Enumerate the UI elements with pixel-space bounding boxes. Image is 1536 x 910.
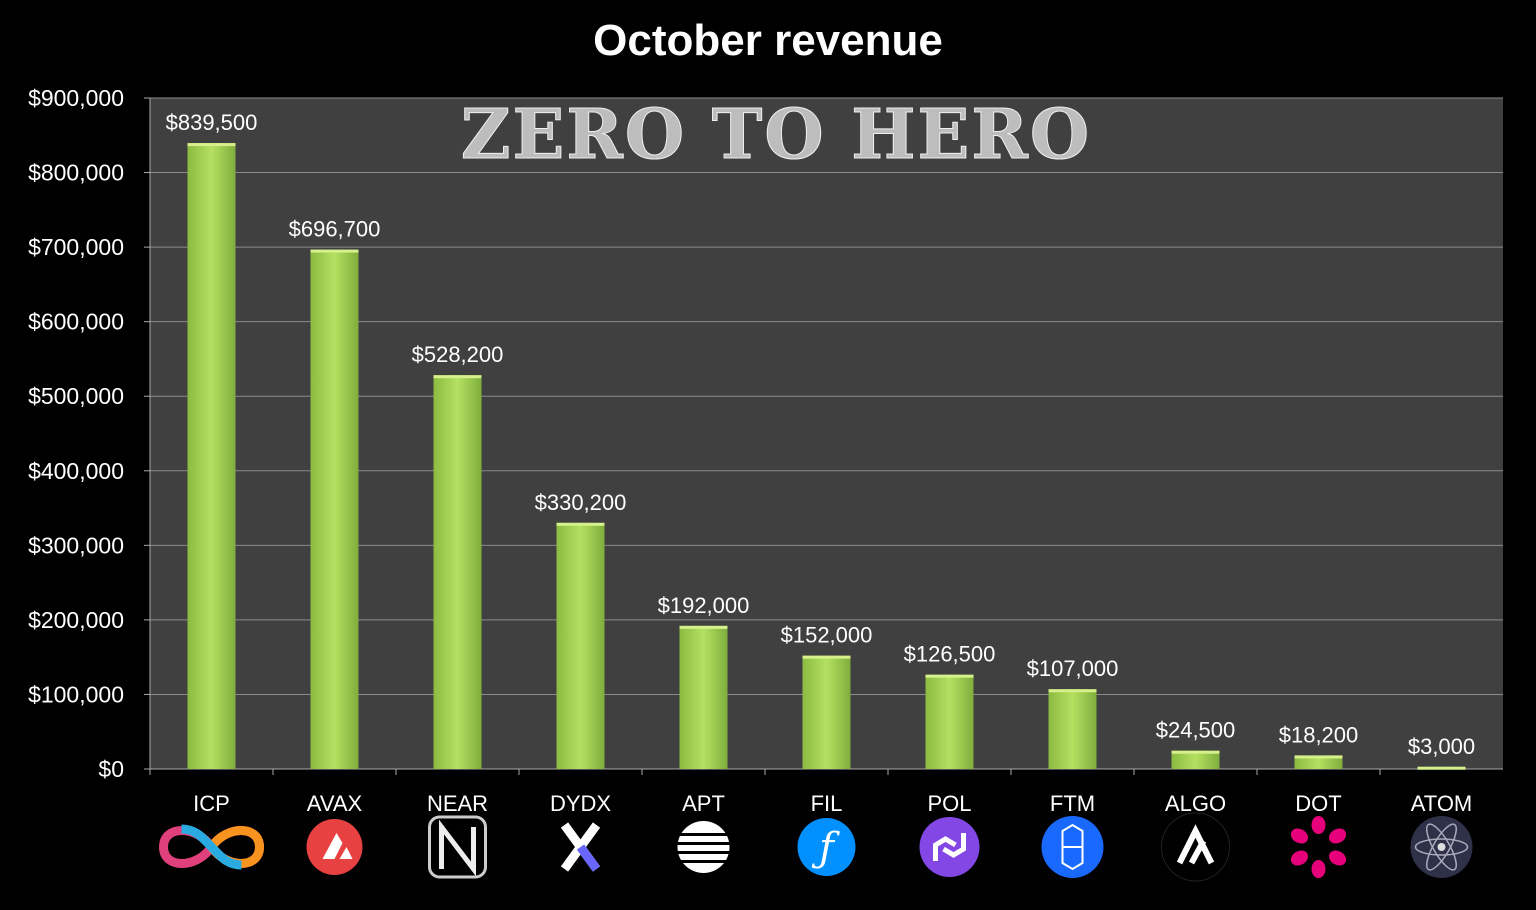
data-label: $330,200: [535, 490, 627, 515]
y-tick-label: $200,000: [28, 607, 124, 633]
bar-top: [1048, 689, 1097, 693]
bar-top: [1171, 750, 1220, 754]
bar-algo: [1171, 750, 1220, 769]
bar-icp: [187, 143, 236, 770]
bar-ftm: [1048, 689, 1097, 769]
icon-shape: [181, 824, 242, 870]
category-label: DOT: [1295, 791, 1341, 816]
bar-top: [1294, 755, 1343, 759]
bar-top: [433, 375, 482, 379]
watermark: ZERO TO HERO: [461, 95, 1091, 175]
icon-shape: [1426, 823, 1457, 871]
algorand-icon: [1161, 812, 1230, 882]
polkadot-icon: [1290, 816, 1347, 878]
data-label: $696,700: [289, 217, 381, 242]
y-tick-label: $400,000: [28, 458, 124, 484]
bar-top: [556, 522, 605, 526]
filecoin-icon: ƒ: [797, 818, 856, 876]
y-tick-label: $0: [98, 756, 124, 782]
data-label: $152,000: [781, 623, 873, 648]
data-label: $126,500: [904, 642, 996, 667]
y-tick-label: $600,000: [28, 309, 124, 335]
icon-shape: [1290, 850, 1308, 866]
bar-apt: [679, 625, 728, 769]
chart-title: October revenue: [593, 16, 943, 65]
bar-near: [433, 375, 482, 769]
bar-top: [679, 625, 728, 629]
y-tick-label: $800,000: [28, 160, 124, 186]
category-label: FIL: [811, 791, 843, 816]
icon-shape: [1329, 828, 1347, 844]
icp-infinity-icon: [158, 824, 265, 870]
icon-shape: [676, 851, 731, 854]
data-label: $18,200: [1279, 722, 1359, 747]
polygon-icon: [919, 817, 980, 877]
bar-top: [802, 655, 851, 659]
icon-shape: [1290, 828, 1308, 844]
icon-shape: [677, 821, 730, 873]
icon-shape: [1437, 843, 1446, 851]
icon-shape: [1329, 850, 1347, 866]
y-tick-label: $900,000: [28, 85, 124, 111]
category-label: NEAR: [427, 791, 488, 816]
cosmos-atom-icon: [1410, 816, 1473, 878]
y-tick-label: $500,000: [28, 383, 124, 409]
icon-shape: [322, 833, 353, 859]
icon-shape: [919, 817, 980, 877]
icon-shape: [1176, 824, 1215, 865]
category-label: APT: [682, 791, 725, 816]
y-tick-label: $100,000: [28, 681, 124, 707]
icon-shape: [1061, 823, 1084, 871]
icon-shape: [428, 815, 487, 879]
data-label: $107,000: [1027, 656, 1119, 681]
data-label: $839,500: [166, 110, 258, 135]
bar-top: [310, 249, 359, 253]
icon-shape: [676, 833, 731, 836]
icon-shape: [1426, 823, 1457, 871]
bar-avax: [310, 249, 359, 770]
y-tick-label: $700,000: [28, 234, 124, 260]
category-label: AVAX: [307, 791, 363, 816]
fantom-icon: [1041, 816, 1104, 878]
bar-pol: [925, 674, 974, 769]
icon-shape: [676, 842, 731, 845]
category-label: FTM: [1050, 791, 1095, 816]
data-label: $192,000: [658, 593, 750, 618]
data-label: $3,000: [1408, 734, 1475, 759]
icon-shape: [1311, 816, 1326, 834]
category-label: ICP: [193, 791, 230, 816]
icon-shape: [439, 819, 476, 877]
category-label: ALGO: [1165, 791, 1226, 816]
data-label: $24,500: [1156, 718, 1236, 743]
icon-shape: [1414, 838, 1469, 856]
bar-top: [1417, 766, 1466, 770]
avax-icon: [306, 819, 363, 875]
data-label: $528,200: [412, 342, 504, 367]
category-label: ATOM: [1411, 791, 1473, 816]
icon-shape: [797, 818, 856, 876]
bar-dydx: [556, 522, 605, 769]
bar-top: [187, 143, 236, 147]
near-icon: [428, 815, 487, 879]
aptos-icon: [676, 821, 731, 873]
bar-dot: [1294, 755, 1343, 769]
dydx-icon: [560, 822, 601, 872]
icon-shape: [1311, 860, 1326, 878]
y-tick-label: $300,000: [28, 532, 124, 558]
icon-shape: [576, 844, 601, 872]
icon-shape: [676, 860, 731, 863]
icon-shape: [933, 833, 966, 861]
icon-shape: [1161, 812, 1230, 882]
category-label: POL: [927, 791, 971, 816]
bar-fil: [802, 655, 851, 769]
bar-top: [925, 674, 974, 678]
category-label: DYDX: [550, 791, 611, 816]
